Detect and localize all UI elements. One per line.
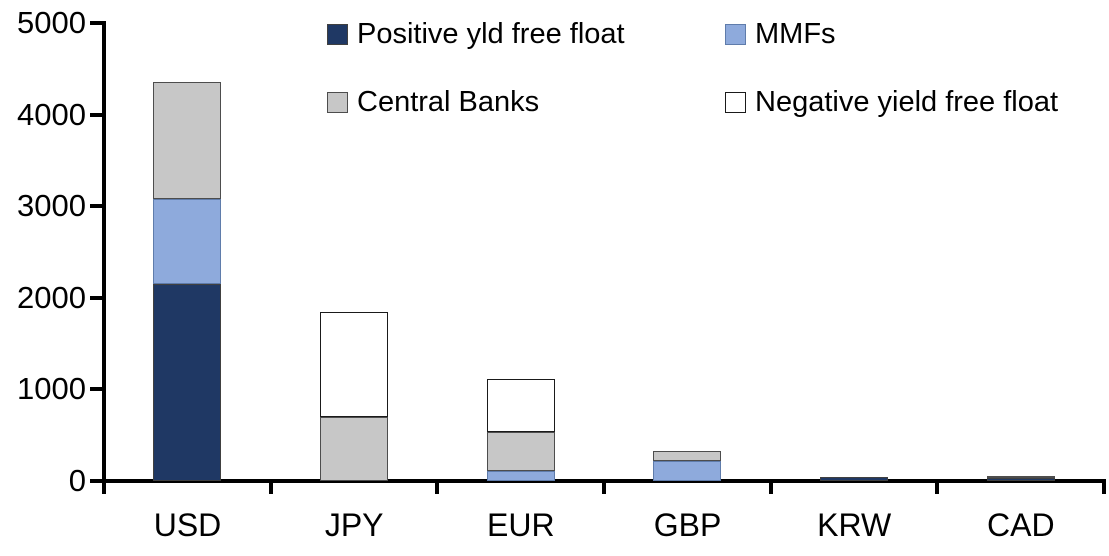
- y-axis-label: 4000: [17, 96, 86, 132]
- bar-segment-usd-positive-yld-free-float: [153, 284, 222, 481]
- x-axis-label-usd: USD: [153, 507, 222, 543]
- bar-segment-jpy-negative-yield-free-float: [320, 312, 388, 417]
- y-axis-label: 1000: [17, 371, 86, 407]
- legend-label-negative-yield-free-float: Negative yield free float: [755, 86, 1059, 118]
- bar-segment-eur-mmfs: [486, 470, 555, 481]
- bar-segment-gbp-mmfs: [653, 460, 722, 481]
- x-axis-tick: [102, 481, 106, 494]
- x-axis-label-cad: CAD: [987, 507, 1055, 543]
- legend-item-mmfs: MMFs: [725, 19, 836, 49]
- legend-item-central-banks: Central Banks: [327, 87, 539, 117]
- legend-swatch-negative-yield-free-float-icon: [725, 91, 746, 113]
- y-axis-label: 0: [68, 463, 86, 498]
- y-axis-tick: [90, 112, 106, 117]
- x-axis-tick: [768, 481, 773, 494]
- bar-segment-eur-negative-yield-free-float: [486, 379, 555, 432]
- x-axis-label-krw: KRW: [817, 507, 892, 543]
- y-axis-tick: [90, 479, 106, 483]
- bar-segment-gbp-central-banks: [653, 450, 722, 461]
- bar-segment-usd-central-banks: [153, 81, 222, 199]
- y-axis-tick: [90, 204, 106, 209]
- x-axis-tick: [602, 481, 606, 494]
- x-axis-tick: [935, 481, 940, 494]
- y-axis-line: [102, 23, 106, 494]
- y-axis-label: 2000: [17, 279, 86, 315]
- bar-segment-eur-central-banks: [486, 431, 555, 471]
- bar-segment-usd-mmfs: [153, 198, 222, 285]
- y-axis-tick: [90, 295, 106, 300]
- bar-segment-cad-positive-yld-free-float: [986, 477, 1055, 481]
- x-axis-tick: [268, 481, 273, 494]
- legend-item-negative-yield-free-float: Negative yield free float: [725, 87, 1058, 117]
- x-axis-label-gbp: GBP: [653, 507, 722, 543]
- legend-item-positive-yld-free-float: Positive yld free float: [327, 19, 625, 49]
- legend-swatch-positive-yld-free-float-icon: [327, 23, 348, 45]
- bar-segment-krw-positive-yld-free-float: [820, 477, 888, 481]
- x-axis-tick: [1102, 481, 1106, 494]
- y-axis-label: 3000: [17, 188, 86, 224]
- x-axis-tick: [435, 481, 440, 494]
- y-axis-tick: [90, 387, 106, 392]
- bar-segment-cad-central-banks: [986, 475, 1055, 478]
- legend-label-mmfs: MMFs: [755, 18, 836, 50]
- y-axis-tick: [90, 21, 106, 25]
- bar-segment-jpy-central-banks: [320, 416, 388, 481]
- legend-label-central-banks: Central Banks: [357, 86, 540, 118]
- legend-swatch-mmfs-icon: [725, 23, 746, 45]
- legend-swatch-central-banks-icon: [327, 91, 348, 113]
- legend-label-positive-yld-free-float: Positive yld free float: [357, 18, 625, 50]
- x-axis-label-eur: EUR: [487, 507, 555, 543]
- x-axis-label-jpy: JPY: [324, 507, 384, 543]
- y-axis-label: 5000: [17, 5, 86, 40]
